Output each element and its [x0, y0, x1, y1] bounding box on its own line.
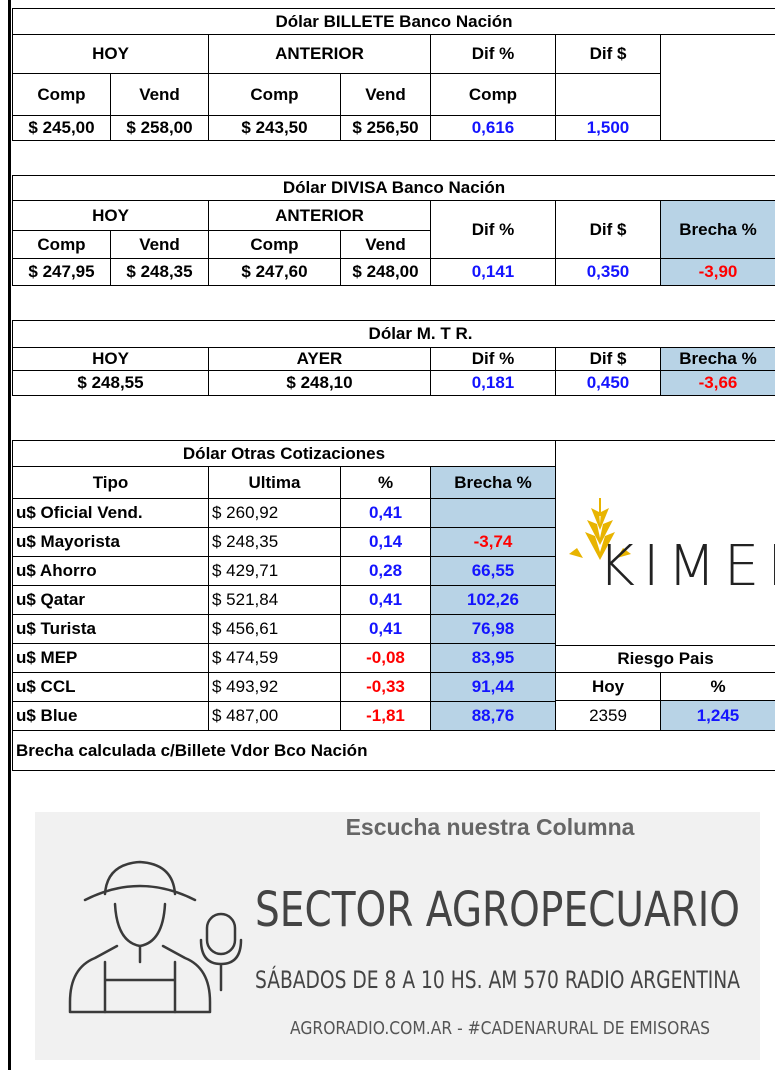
column-header: ANTERIOR — [208, 200, 431, 231]
value-cell: 0,41 — [340, 585, 431, 615]
value-cell: -3,66 — [660, 370, 775, 396]
value-cell: -1,81 — [340, 701, 431, 731]
row-label: u$ Oficial Vend. — [12, 498, 209, 528]
value-cell: 0,181 — [430, 370, 556, 396]
row-label: u$ Mayorista — [12, 527, 209, 557]
value-cell: $ 247,60 — [208, 258, 341, 286]
column-header: Dif $ — [555, 34, 661, 74]
value-cell: $ 245,00 — [12, 115, 111, 141]
value-cell: $ 247,95 — [12, 258, 111, 286]
value-cell: $ 260,92 — [208, 498, 341, 528]
column-header: Brecha % — [660, 200, 775, 259]
value-cell: $ 493,92 — [208, 672, 341, 702]
value-cell: 2359 — [555, 700, 661, 731]
row-label: u$ Qatar — [12, 585, 209, 615]
column-header: HOY — [12, 34, 209, 74]
logo-text: KIMEI — [598, 534, 775, 599]
value-cell: $ 258,00 — [110, 115, 209, 141]
value-cell: 0,28 — [340, 556, 431, 586]
value-cell: $ 456,61 — [208, 614, 341, 644]
section-title: Riesgo Pais — [555, 645, 775, 673]
value-cell: 102,26 — [430, 585, 556, 615]
section-title: Dólar Otras Cotizaciones — [12, 440, 556, 467]
sub-header: Vend — [110, 73, 209, 116]
column-header: % — [340, 466, 431, 499]
value-cell: 0,41 — [340, 614, 431, 644]
column-header: Dif % — [430, 347, 556, 371]
column-header: Brecha % — [430, 466, 556, 499]
value-cell: 0,616 — [430, 115, 556, 141]
value-cell: $ 487,00 — [208, 701, 341, 731]
column-header: Tipo — [12, 466, 209, 499]
column-header: % — [660, 672, 775, 701]
column-header: ANTERIOR — [208, 34, 431, 74]
column-header: Dif % — [430, 200, 556, 259]
row-label: u$ Ahorro — [12, 556, 209, 586]
value-cell: -0,33 — [340, 672, 431, 702]
section-title: Dólar DIVISA Banco Nación — [12, 175, 775, 201]
value-cell: $ 248,35 — [208, 527, 341, 557]
banner-footer: AGRORADIO.COM.AR - #CADENARURAL DE EMISO… — [290, 1018, 710, 1039]
sub-header: Vend — [340, 230, 431, 259]
column-header: Dif % — [430, 34, 556, 74]
row-label: u$ Turista — [12, 614, 209, 644]
value-cell: 0,41 — [340, 498, 431, 528]
value-cell: 0,350 — [555, 258, 661, 286]
column-header: Brecha % — [660, 347, 775, 371]
row-label: u$ Blue — [12, 701, 209, 731]
banner-title: SECTOR AGROPECUARIO — [255, 882, 740, 938]
value-cell: 76,98 — [430, 614, 556, 644]
value-cell: $ 256,50 — [340, 115, 431, 141]
column-header: Dif $ — [555, 200, 661, 259]
value-cell: $ 429,71 — [208, 556, 341, 586]
value-cell: $ 248,00 — [340, 258, 431, 286]
section-title: Dólar BILLETE Banco Nación — [12, 8, 775, 35]
value-cell: $ 248,10 — [208, 370, 431, 396]
empty-cell — [555, 73, 661, 116]
column-header: Ultima — [208, 466, 341, 499]
value-cell: -3,90 — [660, 258, 775, 286]
value-cell: $ 521,84 — [208, 585, 341, 615]
column-header: Hoy — [555, 672, 661, 701]
column-header: Dif $ — [555, 347, 661, 371]
sub-header: Comp — [12, 73, 111, 116]
value-cell: 91,44 — [430, 672, 556, 702]
sub-header: Comp — [208, 230, 341, 259]
empty-cell — [660, 34, 775, 141]
value-cell: 0,14 — [340, 527, 431, 557]
value-cell: 0,450 — [555, 370, 661, 396]
sub-header: Comp — [12, 230, 111, 259]
value-cell: $ 248,55 — [12, 370, 209, 396]
sub-header: Vend — [110, 230, 209, 259]
row-label: u$ MEP — [12, 643, 209, 673]
value-cell: $ 248,35 — [110, 258, 209, 286]
row-label: u$ CCL — [12, 672, 209, 702]
value-cell: -0,08 — [340, 643, 431, 673]
banner: Escucha nuestra Columna SECTOR AGROPECUA… — [35, 812, 760, 1060]
value-cell: 0,141 — [430, 258, 556, 286]
value-cell: 83,95 — [430, 643, 556, 673]
row-border — [8, 0, 11, 1070]
value-cell: -3,74 — [430, 527, 556, 557]
page: {"billete": {"title": "Dólar BILLETE Ban… — [0, 0, 775, 1070]
value-cell: 88,76 — [430, 701, 556, 731]
banner-schedule: SÁBADOS DE 8 A 10 HS. AM 570 RADIO ARGEN… — [255, 965, 740, 994]
empty-cell — [12, 320, 775, 348]
column-header: AYER — [208, 347, 431, 371]
sub-header: Vend — [340, 73, 431, 116]
value-cell: 1,500 — [555, 115, 661, 141]
column-header: HOY — [12, 347, 209, 371]
value-cell: 66,55 — [430, 556, 556, 586]
footnote: Brecha calculada c/Billete Vdor Bco Naci… — [12, 730, 775, 771]
value-cell: 1,245 — [660, 700, 775, 731]
value-cell: $ 243,50 — [208, 115, 341, 141]
logo: KIMEI — [555, 440, 775, 645]
sub-header: Comp — [430, 73, 556, 116]
value-cell — [430, 498, 556, 528]
sub-header: Comp — [208, 73, 341, 116]
banner-kicker: Escucha nuestra Columna — [346, 814, 635, 840]
value-cell: $ 474,59 — [208, 643, 341, 673]
column-header: HOY — [12, 200, 209, 231]
